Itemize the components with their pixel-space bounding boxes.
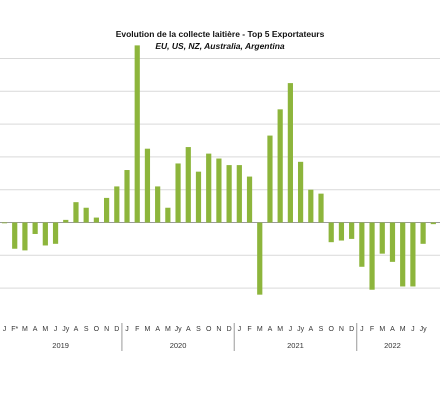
x-tick-label: S	[319, 326, 324, 333]
x-tick-label: N	[339, 326, 344, 333]
bar	[287, 83, 293, 223]
x-tick-label: J	[360, 326, 364, 333]
bar	[318, 193, 324, 223]
x-tick-label: Jy	[62, 326, 70, 333]
bar	[12, 222, 18, 249]
x-tick-label: N	[216, 326, 221, 333]
x-tick-label: N	[104, 326, 109, 333]
year-label: 2021	[287, 341, 304, 350]
bar	[155, 186, 161, 223]
bar	[297, 161, 304, 223]
x-tick-label: M	[165, 326, 171, 333]
bar	[195, 171, 202, 223]
bar	[389, 222, 396, 262]
x-tick-label: J	[125, 326, 129, 333]
bar	[93, 217, 99, 223]
x-tick-label: Jy	[175, 326, 183, 333]
x-tick-label: F*	[11, 326, 18, 333]
bar	[63, 219, 69, 223]
bar	[226, 165, 232, 223]
bar	[22, 222, 28, 251]
x-tick-label: M	[145, 326, 151, 333]
bar	[185, 147, 191, 223]
x-tick-label: M	[277, 326, 283, 333]
bar	[420, 222, 426, 244]
x-tick-label: F	[370, 326, 374, 333]
x-tick-label: A	[390, 326, 395, 333]
bar	[267, 135, 273, 223]
x-tick-label: S	[196, 326, 201, 333]
bar	[73, 202, 79, 223]
bar	[114, 186, 120, 223]
x-tick-label: F	[247, 326, 251, 333]
bar	[104, 197, 110, 223]
x-tick-label: A	[186, 326, 191, 333]
x-axis: J F* M A M J Jy A S O N D J F M A M Jy A S O N D J F M A M J Jy A S O N D J…	[3, 323, 427, 351]
year-label: 2020	[170, 341, 187, 350]
bar	[400, 222, 406, 287]
x-tick-label: A	[268, 326, 273, 333]
year-label: 2022	[384, 341, 401, 350]
bar	[206, 153, 212, 223]
x-tick-label: A	[308, 326, 313, 333]
x-tick-label: Jy	[297, 326, 305, 333]
bar-series	[1, 45, 436, 295]
bar	[257, 222, 263, 295]
bar	[175, 163, 181, 223]
x-tick-label: O	[328, 326, 334, 333]
x-tick-label: J	[3, 326, 7, 333]
bar	[52, 222, 59, 244]
year-label: 2019	[52, 341, 69, 350]
x-tick-label: J	[289, 326, 293, 333]
bar	[328, 222, 334, 243]
x-tick-label: D	[349, 326, 354, 333]
bar	[308, 189, 314, 223]
x-tick-label: M	[257, 326, 263, 333]
bar	[246, 176, 253, 223]
bar	[134, 45, 140, 223]
x-tick-label: M	[400, 326, 406, 333]
bar	[83, 207, 89, 223]
bar	[165, 207, 171, 223]
bar	[144, 148, 151, 223]
x-tick-label: D	[227, 326, 232, 333]
bar	[359, 222, 365, 267]
chart-title: Evolution de la collecte laitière - Top …	[115, 29, 325, 39]
x-tick-label: M	[42, 326, 48, 333]
bar	[32, 222, 38, 234]
x-tick-label: O	[94, 326, 100, 333]
x-tick-label: F	[135, 326, 139, 333]
bar	[236, 165, 242, 223]
bar	[42, 222, 48, 246]
x-tick-label: A	[33, 326, 38, 333]
x-tick-label: A	[155, 326, 160, 333]
x-tick-label: Jy	[420, 326, 428, 333]
x-tick-label: M	[22, 326, 28, 333]
chart-subtitle: EU, US, NZ, Australia, Argentina	[155, 41, 285, 51]
bar	[379, 222, 385, 254]
x-tick-label: J	[411, 326, 415, 333]
bar	[1, 222, 8, 224]
bar	[124, 170, 130, 223]
bar	[349, 222, 355, 239]
bar	[369, 222, 375, 290]
x-tick-label: M	[379, 326, 385, 333]
bar	[430, 222, 436, 225]
x-tick-label: J	[238, 326, 242, 333]
bar	[410, 222, 416, 287]
x-tick-label: O	[206, 326, 212, 333]
bar	[277, 109, 283, 223]
bar	[216, 158, 222, 223]
x-tick-label: J	[54, 326, 58, 333]
bar	[338, 222, 345, 241]
x-tick-label: D	[114, 326, 119, 333]
x-tick-label: S	[84, 326, 89, 333]
x-tick-label: A	[74, 326, 79, 333]
